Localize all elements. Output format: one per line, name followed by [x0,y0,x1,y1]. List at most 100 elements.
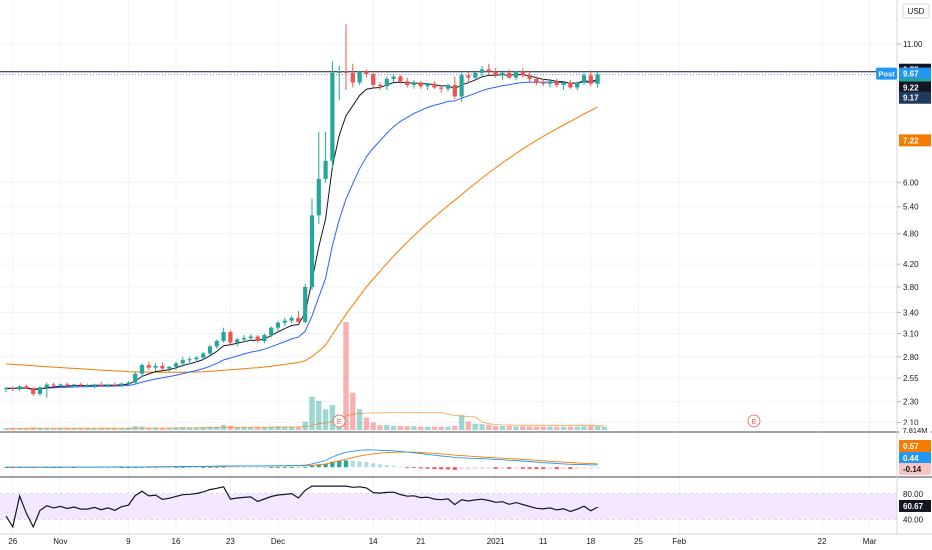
candle-body [364,71,369,75]
macd-histogram-bar [275,467,281,468]
candle-body [51,384,56,386]
currency-badge[interactable]: USD [902,3,930,19]
earnings-marker[interactable] [332,414,346,428]
candle-body [112,384,117,386]
earnings-marker[interactable] [747,414,761,428]
macd-pane[interactable] [3,449,600,470]
candle-body [541,82,546,84]
candle-body [534,78,539,83]
candle-body [588,75,593,84]
macd-histogram-bar [180,467,185,468]
candle-body [126,382,131,384]
macd-histogram-bar [309,465,315,468]
macd-histogram-bar [541,467,546,470]
candle-body [323,160,328,179]
volume-bar [431,426,438,430]
macd-label-box [899,452,931,464]
volume-bar [486,424,492,430]
volume-bar [173,427,179,430]
macd-label-box [899,440,931,452]
macd-histogram-bar [262,467,267,468]
rsi-value-label: 60.67 [903,502,924,511]
price-axis-tick-label: 11.00 [903,40,923,49]
candle-body [207,346,213,354]
macd-axis-labels: 0.57 0.44 -0.14 [899,440,931,475]
rsi-pane[interactable] [0,485,897,529]
candle-body [479,69,485,73]
macd-histogram-bar [452,467,457,470]
macd-histogram-bar [282,466,287,468]
candle-body [418,82,423,87]
macd-histogram-bar [466,467,471,470]
candle-body [235,339,240,343]
macd-histogram-bar [337,460,342,468]
macd-histogram-bar [547,467,553,470]
time-axis[interactable]: 26 Nov 9 16 23 Dec 14 21 2021 11 18 25 Feb 22 Mar [8,537,876,546]
rsi-band-fill [0,493,897,520]
candle-body [65,384,70,386]
price-label-box [899,134,931,147]
candle-body [146,365,151,368]
volume-bar [200,427,206,430]
candle-body [527,75,532,79]
candle-body [432,83,437,88]
volume-bar [30,427,36,430]
candle-body [167,366,172,369]
candle-body [92,384,97,386]
time-axis-tick-label: 22 [818,537,827,546]
candle-body [554,81,559,85]
ma-fast-line [5,73,598,391]
volume-value-label: 7.814M [902,426,927,435]
candle-body [44,384,49,388]
time-axis-tick-label: 25 [634,537,643,546]
candle-body [296,317,301,323]
candle-body [3,388,9,390]
volume-bar [574,426,580,430]
volume-bar [227,425,234,430]
price-label-7-22: 7.22 [903,136,919,145]
candle-body [187,359,192,361]
volume-bar [601,426,608,430]
time-axis-tick-label: 14 [369,537,378,546]
macd-histogram-bar [323,463,328,468]
candle-body [303,287,308,323]
time-axis-tick-label: 23 [226,537,235,546]
price-axis-tick-label: 4.80 [903,230,919,239]
volume-bar [322,409,329,430]
volume-bar [452,425,458,430]
macd-histogram-bar [371,463,376,468]
volume-bar [71,428,77,430]
volume-bar [547,426,553,430]
macd-histogram-bar [432,467,437,470]
candle-body [398,76,403,82]
macd-histogram-bar [534,467,539,470]
currency-label: USD [908,7,925,16]
candle-body [581,75,587,83]
candle-body [105,384,111,386]
candle-body [371,74,376,85]
candle-body [275,322,281,328]
macd-histogram-bar [214,466,219,468]
candle-body [309,215,315,288]
volume-bar [207,426,213,430]
time-axis-tick-label: Mar [863,537,877,546]
candle-body [201,353,206,358]
macd-histogram-bar [377,464,383,468]
volume-bar [533,426,540,430]
volume-bar [254,427,261,430]
volume-bar [472,423,478,430]
rsi-line-path [5,485,598,529]
candle-body [99,384,104,386]
macd-histogram-bar [330,461,335,468]
macd-lines [6,449,598,468]
macd-histogram-bar [99,467,104,468]
volume-bar [526,426,533,430]
macd-histogram-bar [153,466,158,468]
volume-bar [146,427,152,430]
volume-bar [588,425,594,430]
price-axis[interactable]: 11.00 6.00 5.40 4.80 4.20 3.80 3.40 3.10 2.80 2.5… [897,40,923,427]
price-horizontal-line[interactable] [0,71,897,76]
